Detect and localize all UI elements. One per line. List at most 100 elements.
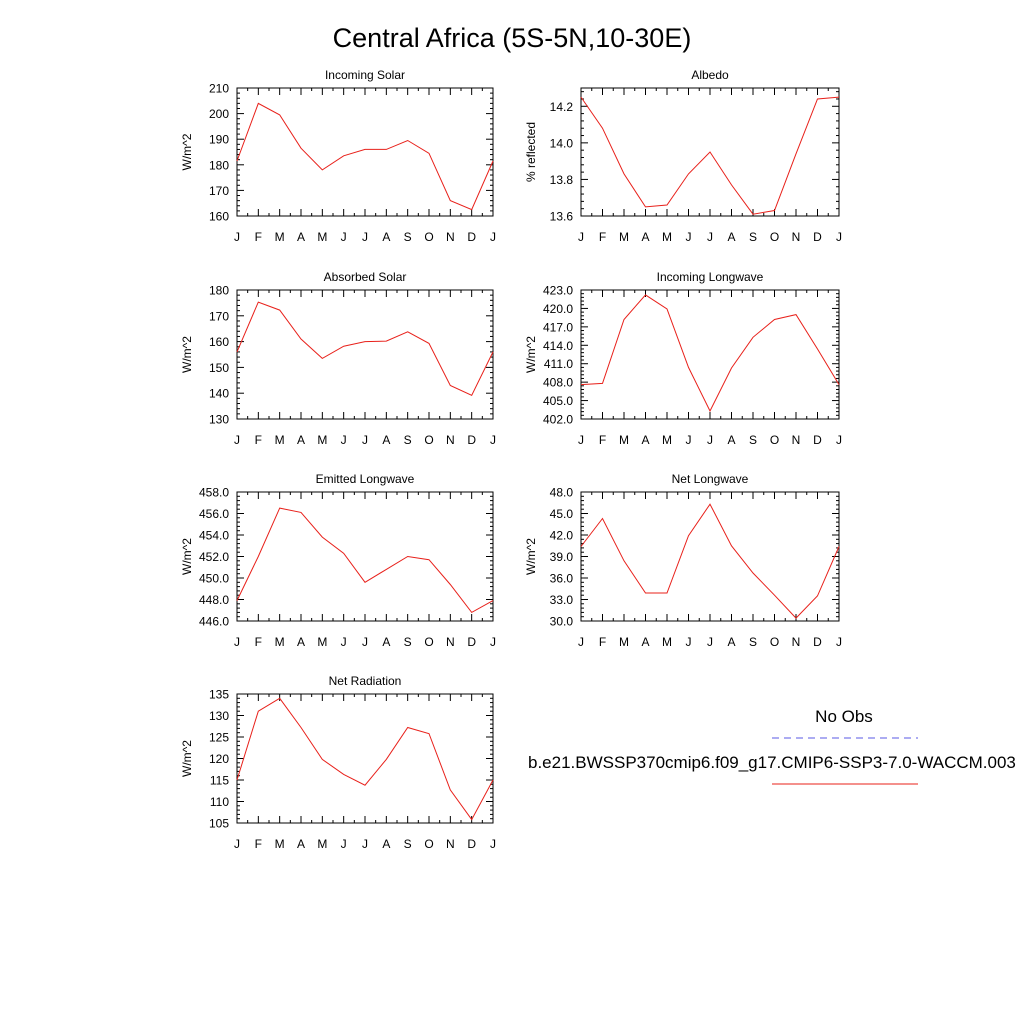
y-tick-label: 42.0 [550,529,574,543]
x-tick-label: D [813,635,822,649]
x-tick-label: N [792,230,801,244]
y-axis-label: W/m^2 [524,538,538,575]
x-tick-label: A [727,635,735,649]
x-tick-label: M [317,635,327,649]
x-tick-label: M [275,433,285,447]
y-tick-label: 423.0 [543,284,573,298]
x-tick-label: J [341,837,347,851]
y-tick-label: 170 [209,184,229,198]
figure-title: Central Africa (5S-5N,10-30E) [333,23,692,53]
y-tick-label: 420.0 [543,302,573,316]
y-tick-label: 446.0 [199,615,229,629]
x-tick-label: S [404,635,412,649]
x-tick-label: N [446,230,455,244]
y-tick-label: 180 [209,284,229,298]
y-tick-label: 130 [209,709,229,723]
y-tick-label: 402.0 [543,413,573,427]
y-tick-label: 14.0 [550,136,574,150]
y-tick-label: 450.0 [199,572,229,586]
series-line [580,503,840,619]
x-tick-label: A [297,230,305,244]
x-tick-label: M [275,230,285,244]
y-tick-label: 448.0 [199,593,229,607]
series-line [236,697,494,821]
x-tick-label: M [317,230,327,244]
x-tick-label: D [467,635,476,649]
x-tick-label: A [382,433,390,447]
y-tick-label: 13.8 [550,173,574,187]
x-tick-label: N [446,433,455,447]
x-tick-label: O [770,230,779,244]
x-tick-label: J [362,230,368,244]
x-tick-label: J [234,635,240,649]
x-tick-label: J [341,230,347,244]
x-tick-label: F [255,635,262,649]
panel-title: Net Longwave [672,472,749,486]
x-tick-label: M [662,433,672,447]
panel-title: Absorbed Solar [324,270,407,284]
y-tick-label: 190 [209,133,229,147]
plot-frame [236,693,494,824]
y-axis-label: W/m^2 [180,740,194,777]
y-tick-label: 170 [209,309,229,323]
series-line [236,507,494,614]
series-line [236,301,494,396]
x-tick-label: D [467,433,476,447]
y-tick-label: 130 [209,413,229,427]
x-tick-label: A [382,635,390,649]
y-tick-label: 30.0 [550,615,574,629]
y-tick-label: 36.0 [550,572,574,586]
plot-frame [236,491,494,622]
panel-title: Emitted Longwave [316,472,415,486]
y-tick-label: 14.2 [550,100,574,114]
x-tick-label: O [424,433,433,447]
series-line [580,294,840,413]
y-tick-label: 417.0 [543,320,573,334]
x-tick-label: S [749,635,757,649]
x-tick-label: F [255,433,262,447]
x-tick-label: A [382,230,390,244]
x-tick-label: M [317,837,327,851]
x-tick-label: J [234,837,240,851]
x-tick-label: J [686,433,692,447]
x-tick-label: F [255,837,262,851]
y-tick-label: 45.0 [550,507,574,521]
panel-title: Incoming Solar [325,68,405,82]
x-tick-label: F [599,635,606,649]
y-tick-label: 125 [209,731,229,745]
x-tick-label: M [619,433,629,447]
y-tick-label: 150 [209,361,229,375]
x-tick-label: S [749,230,757,244]
x-tick-label: M [662,635,672,649]
x-tick-label: A [297,635,305,649]
series-line [580,96,840,215]
plot-frame [236,87,494,217]
x-tick-label: M [275,635,285,649]
x-tick-label: J [578,433,584,447]
panel-title: Albedo [691,68,729,82]
x-tick-label: J [578,635,584,649]
x-tick-label: A [297,837,305,851]
panel-title: Incoming Longwave [657,270,764,284]
x-tick-label: J [490,433,496,447]
series-line [236,102,494,211]
x-tick-label: J [578,230,584,244]
x-tick-label: J [686,230,692,244]
plot-frame [580,491,840,622]
x-tick-label: J [490,837,496,851]
x-tick-label: A [641,230,649,244]
y-tick-label: 33.0 [550,593,574,607]
y-tick-label: 414.0 [543,339,573,353]
y-tick-label: 48.0 [550,486,574,500]
x-tick-label: J [686,635,692,649]
legend-model-label: b.e21.BWSSP370cmip6.f09_g17.CMIP6-SSP3-7… [528,753,1016,772]
x-tick-label: S [749,433,757,447]
y-tick-label: 408.0 [543,376,573,390]
x-tick-label: F [255,230,262,244]
x-tick-label: A [727,433,735,447]
x-tick-label: J [341,433,347,447]
